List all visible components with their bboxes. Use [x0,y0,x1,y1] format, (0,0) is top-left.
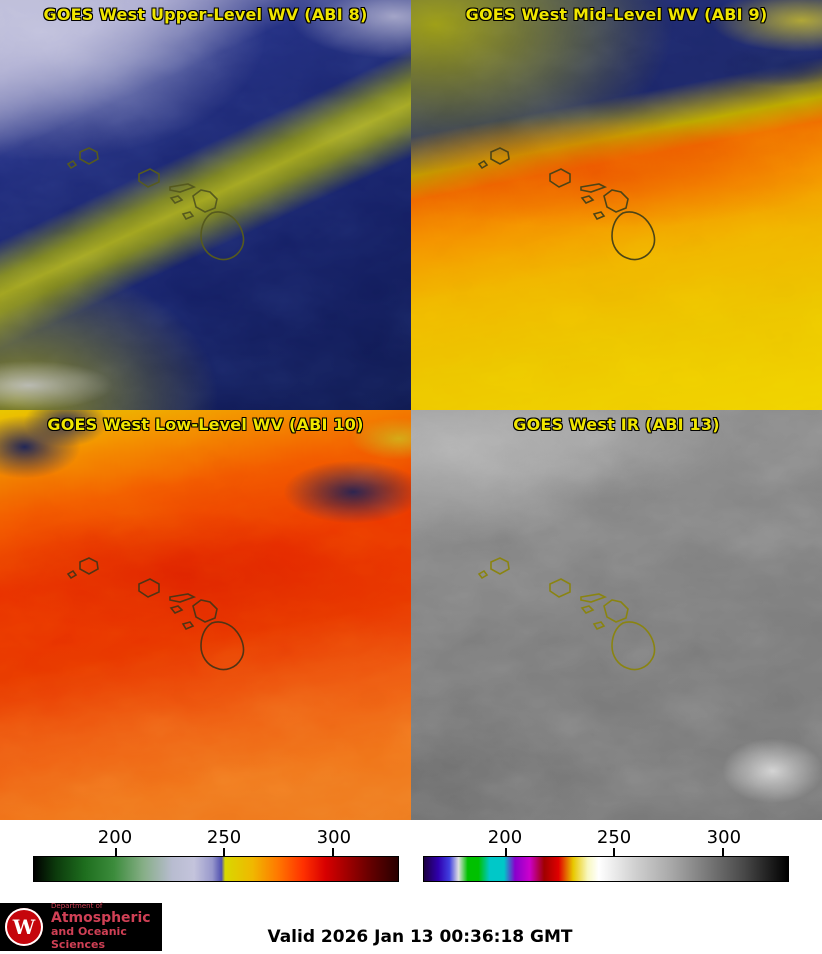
panel-title-upper-wv: GOES West Upper-Level WV (ABI 8) [43,5,368,24]
wv-gradient-bar [33,848,399,882]
wv-tick-label-200: 200 [97,827,133,848]
hawaii-coastlines [477,147,656,261]
panel-ir: GOES West IR (ABI 13) [411,410,822,820]
panel-title-mid-wv: GOES West Mid-Level WV (ABI 9) [465,5,768,24]
tick-mark [114,848,117,857]
cloud-texture [411,0,822,410]
panel-low-level-wv: GOES West Low-Level WV (ABI 10) [0,410,411,820]
cloud-texture [411,410,822,820]
ir-colorbar: 200 250 300 [423,827,789,882]
ir-tick-label-300: 300 [706,827,742,848]
valid-timestamp: Valid 2026 Jan 13 00:36:18 GMT [267,927,573,947]
ir-tick-label-200: 200 [487,827,523,848]
tick-mark [613,848,615,857]
logo-name-line2: and Oceanic Sciences [51,925,127,951]
footer: W Department of Atmospheric and Oceanic … [0,900,822,954]
hawaii-coastlines [66,147,245,261]
panel-mid-level-wv: GOES West Mid-Level WV (ABI 9) [411,0,822,410]
panel-title-low-wv: GOES West Low-Level WV (ABI 10) [47,415,364,434]
tick-mark [504,848,507,857]
uw-crest-icon: W [5,908,43,946]
uw-crest-monogram: W [12,915,36,939]
logo-dept-label: Department of [51,902,103,911]
ir-gradient-bar [423,848,789,882]
tick-mark [223,848,225,857]
panel-title-ir: GOES West IR (ABI 13) [513,415,720,434]
uw-aos-logo: W Department of Atmospheric and Oceanic … [0,903,162,951]
ir-tick-label-250: 250 [596,827,632,848]
cloud-texture [0,410,411,820]
wv-tick-label-300: 300 [316,827,352,848]
hawaii-coastlines [477,557,656,671]
hawaii-coastlines [66,557,245,671]
logo-name-line1: Atmospheric [51,910,151,927]
panel-upper-level-wv: GOES West Upper-Level WV (ABI 8) [0,0,411,410]
logo-text: Department of Atmospheric and Oceanic Sc… [51,903,162,950]
wv-tick-label-250: 250 [206,827,242,848]
wv-colorbar: 200 250 300 [33,827,399,882]
tick-mark [332,848,335,857]
cloud-texture [0,0,411,410]
colorbar-strip: 200 250 300 200 250 300 [0,820,822,900]
tick-mark [722,848,725,857]
